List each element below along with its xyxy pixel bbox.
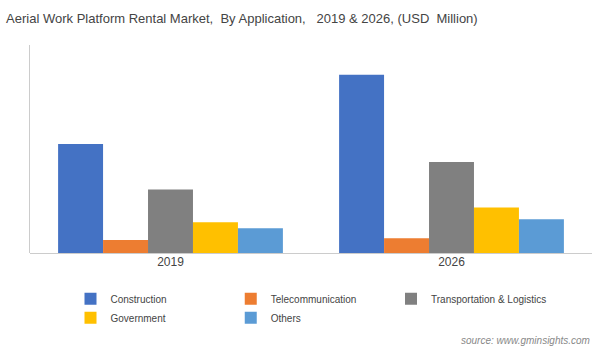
svg-text:Others: Others xyxy=(271,313,301,324)
svg-text:Telecommunication: Telecommunication xyxy=(271,294,357,305)
svg-text:2019: 2019 xyxy=(157,255,184,269)
svg-text:Government: Government xyxy=(111,313,166,324)
svg-text:Construction: Construction xyxy=(111,294,167,305)
svg-text:2026: 2026 xyxy=(438,255,465,269)
svg-text:source: www.gminsights.com: source: www.gminsights.com xyxy=(461,335,590,346)
svg-text:Aerial Work Platform Rental Ma: Aerial Work Platform Rental Market, By A… xyxy=(6,11,478,26)
svg-text:Transportation & Logistics: Transportation & Logistics xyxy=(431,294,546,305)
